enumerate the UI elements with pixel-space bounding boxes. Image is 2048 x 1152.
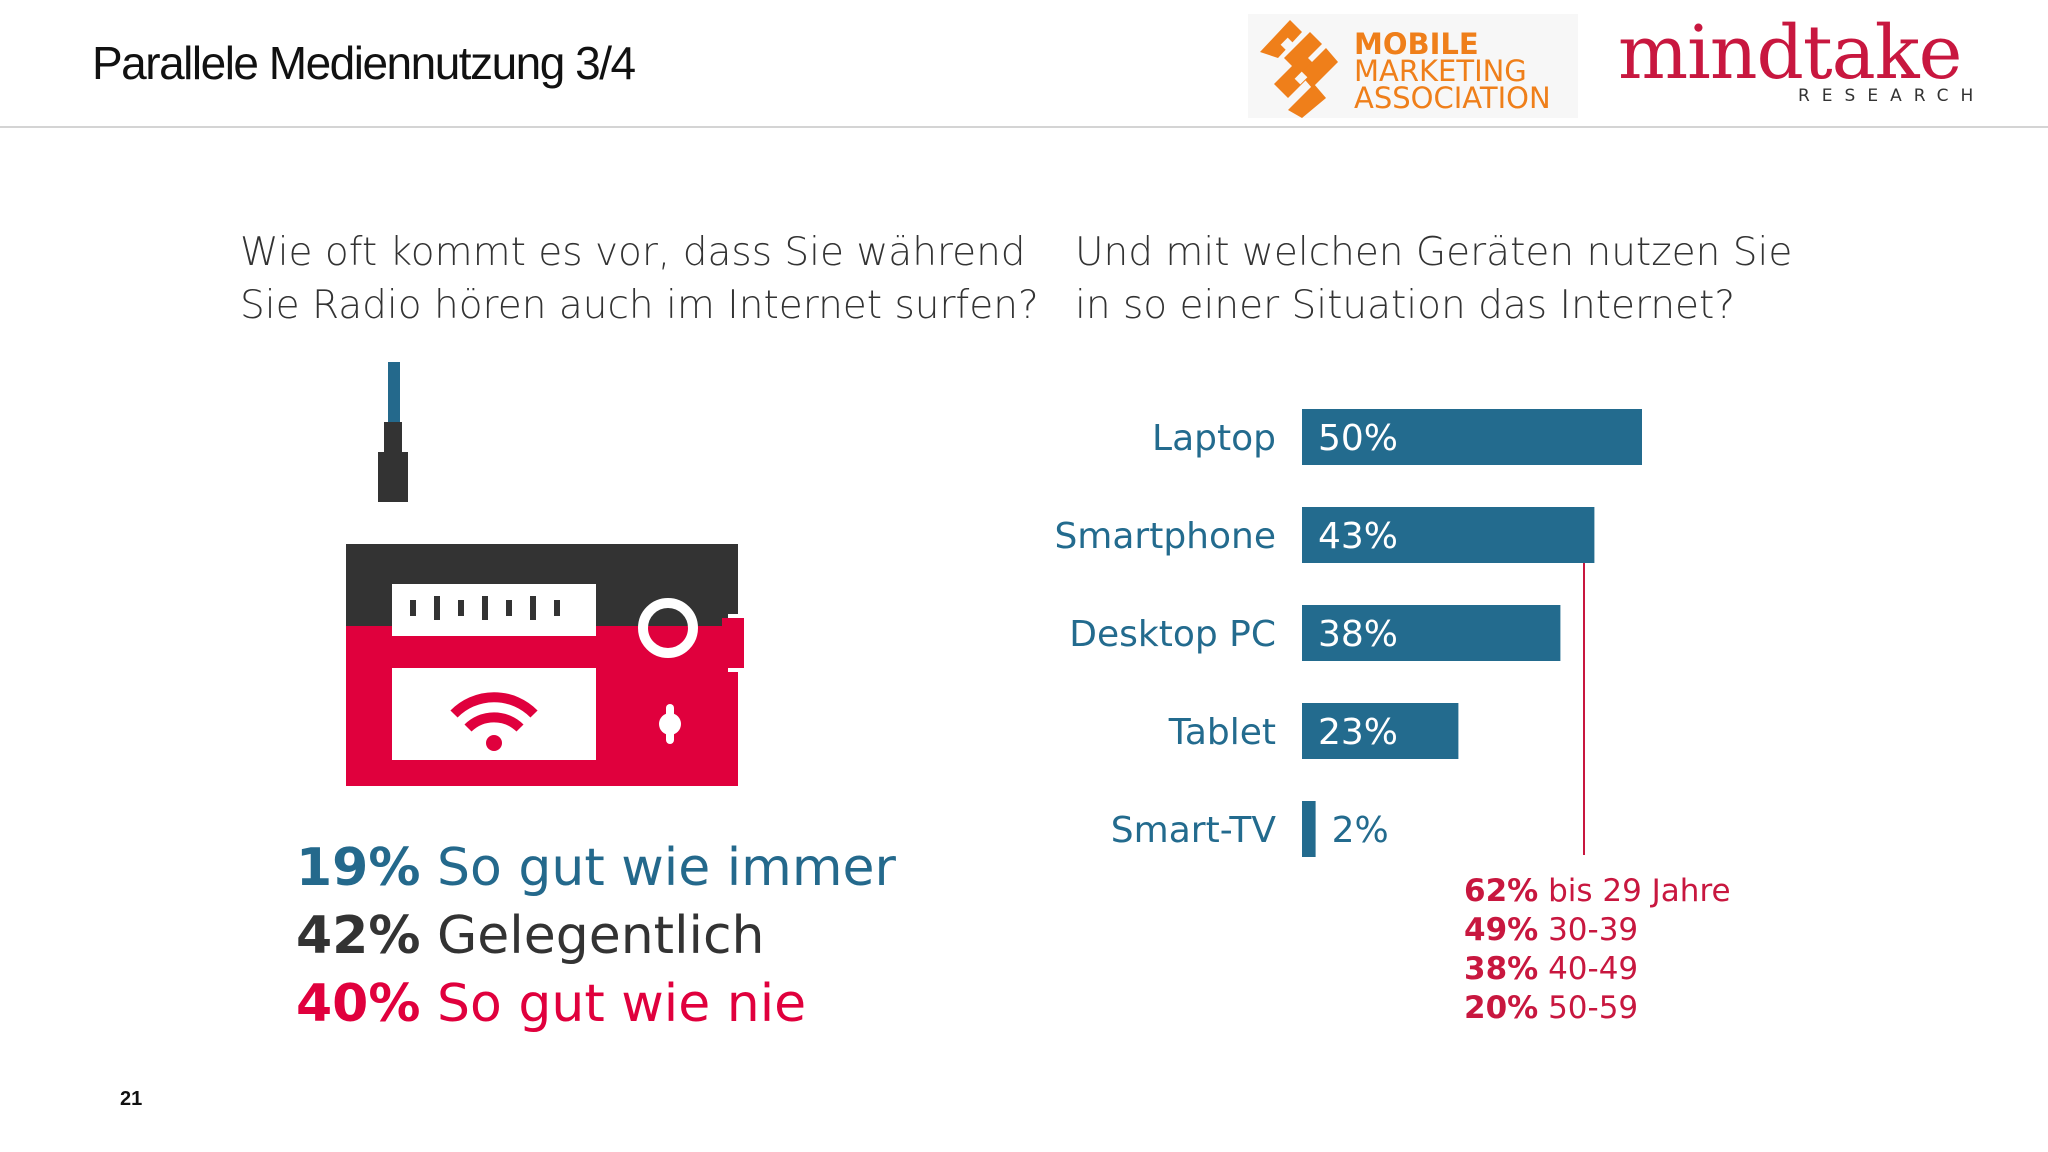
age-item: 49% 30-39 <box>1464 912 1639 948</box>
page-number: 21 <box>120 1088 143 1110</box>
bar-tablet <box>1302 703 1459 759</box>
frequency-item-nie: 40% So gut wie nie <box>296 974 807 1034</box>
age-breakdown: 62% bis 29 Jahre 49% 30-39 38% 40-49 20%… <box>1464 872 1731 1028</box>
page-title: Parallele Mediennutzung 3/4 <box>92 37 636 89</box>
frequency-item-gelegentlich: 42% Gelegentlich <box>296 906 765 966</box>
bar-value-label: 38% <box>1318 614 1398 655</box>
question-right: Und mit welchen Geräten nutzen Sie in so… <box>1075 230 1793 328</box>
bar-category-label: Desktop PC <box>1069 614 1276 655</box>
device-bar-chart: Laptop 50% Smartphone 43% Desktop PC 38% Table… <box>1054 409 1642 857</box>
bar-desktop-pc <box>1302 605 1561 661</box>
mma-logo-text: MOBILE MARKETING ASSOCIATION <box>1354 27 1551 115</box>
bar-value-label: 2% <box>1332 810 1389 851</box>
age-item: 62% bis 29 Jahre <box>1464 873 1731 909</box>
bar-laptop <box>1302 409 1642 465</box>
bar-value-label: 50% <box>1318 418 1398 459</box>
question-left: Wie oft kommt es vor, dass Sie während S… <box>240 230 1039 328</box>
mindtake-logo-sub: RESEARCH <box>1798 86 1986 106</box>
age-item: 38% 40-49 <box>1464 951 1639 987</box>
bar-value-label: 43% <box>1318 516 1398 557</box>
bar-value-label: 23% <box>1318 712 1398 753</box>
bar-category-label: Smartphone <box>1054 516 1276 557</box>
mma-logo-icon <box>1248 14 1578 118</box>
frequency-item-immer: 19% So gut wie immer <box>296 838 896 898</box>
bar-category-label: Smart-TV <box>1111 810 1277 851</box>
bar-smartphone <box>1302 507 1595 563</box>
mindtake-logo: mindtake <box>1618 10 1962 96</box>
bar-smart-tv <box>1302 801 1316 857</box>
bar-category-label: Tablet <box>1168 712 1276 753</box>
radio-wifi-icon <box>346 362 748 786</box>
bar-category-label: Laptop <box>1152 418 1276 459</box>
header-divider <box>0 126 2048 128</box>
age-item: 20% 50-59 <box>1464 990 1639 1026</box>
